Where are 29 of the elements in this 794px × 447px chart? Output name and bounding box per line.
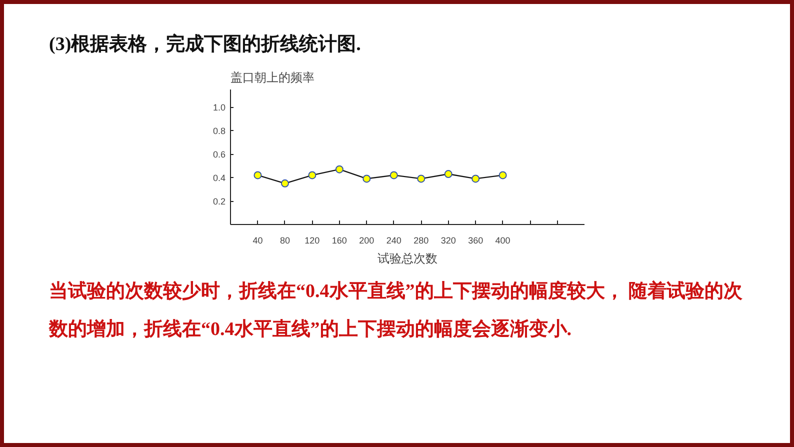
text: 当试验的次数较少时，折线在“0.4水平直线”的上下摆动的幅度较大， 随着试验的次数的增加，折线在“0.4水平直线”的上下摆动的幅度会逐渐变小.	[49, 279, 744, 342]
point	[390, 171, 398, 180]
x-tick-label: 240	[386, 236, 402, 246]
x-tick-label: 360	[468, 236, 484, 246]
y-tick-label: 1.0	[212, 102, 226, 113]
point	[417, 174, 426, 183]
x-tick-label: 120	[304, 236, 320, 246]
point	[472, 174, 480, 183]
y-tick-label: 0.6	[212, 150, 226, 160]
x-axis-title: 试验总次数	[378, 252, 438, 266]
y-tick-label: 0.8	[212, 126, 226, 136]
x-tick-label: 80	[280, 236, 290, 246]
point	[335, 165, 344, 174]
point	[444, 170, 452, 178]
x-tick-label: 320	[440, 236, 456, 246]
point	[498, 171, 507, 180]
point	[362, 174, 371, 183]
x-tick-label: 280	[414, 236, 429, 246]
x-tick-label: 200	[359, 236, 374, 246]
chart-title: (3)根据表格，完成下图的折线统计图.	[49, 34, 361, 55]
y-tick-label: 0.2	[212, 196, 226, 207]
point	[280, 180, 289, 188]
x-tick-label: 400	[495, 236, 510, 246]
x-tick-label: 160	[332, 236, 347, 246]
point	[308, 171, 316, 180]
x-tick-label: 40	[252, 236, 263, 246]
y-axis-title: 盖口朝上的频率	[230, 70, 314, 85]
point	[254, 171, 262, 180]
y-tick-label: 0.4	[212, 173, 226, 184]
